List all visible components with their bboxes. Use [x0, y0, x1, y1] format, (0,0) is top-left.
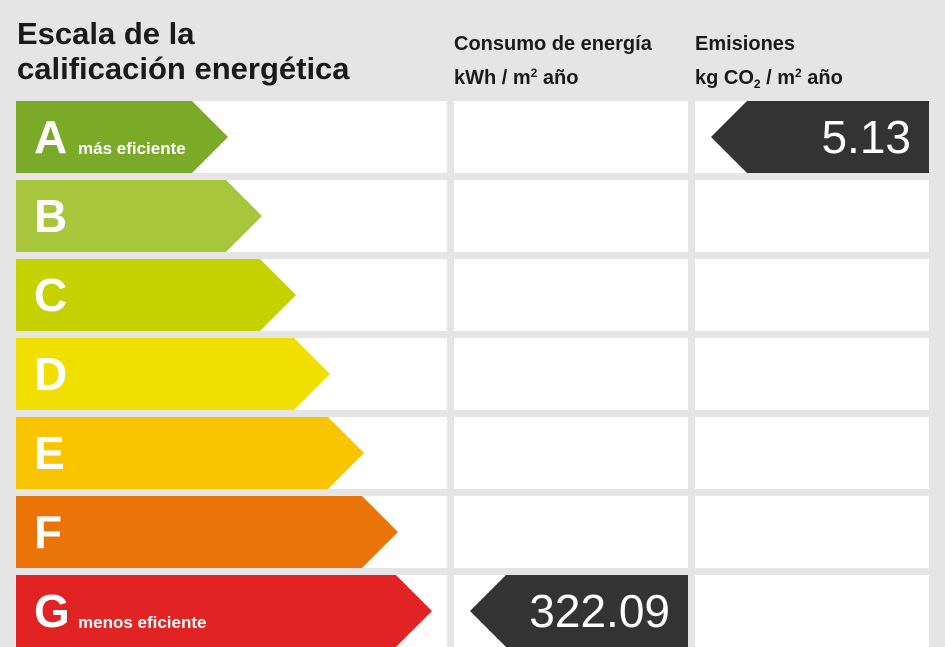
- emisiones-cell: [695, 338, 929, 410]
- title-line-1: Escala de la: [17, 16, 195, 51]
- title-line-2: calificación energética: [17, 51, 350, 86]
- rating-bar-b: B: [16, 180, 262, 252]
- emisiones-cell: [695, 575, 929, 647]
- consumo-cell: [454, 259, 688, 331]
- consumo-label: Consumo de energía: [454, 33, 652, 55]
- consumo-unit: kWh / m2 año: [454, 66, 579, 89]
- rating-letter: F: [34, 506, 63, 558]
- consumo-column-header: Consumo de energía kWh / m2 año: [454, 30, 652, 93]
- rating-letter: A: [34, 111, 68, 163]
- emisiones-column-header: Emisiones kg CO2 / m2 año: [695, 30, 843, 99]
- rating-bar-d: D: [16, 338, 330, 410]
- rating-label: menos eficiente: [78, 613, 207, 632]
- consumo-indicator-value: 322.09: [529, 585, 670, 637]
- rating-letter: D: [34, 348, 68, 400]
- emisiones-cell: [695, 180, 929, 252]
- consumo-cell: [454, 101, 688, 173]
- emisiones-cell: [695, 259, 929, 331]
- rating-letter: E: [34, 427, 65, 479]
- emisiones-indicator: 5.13: [711, 101, 929, 173]
- emisiones-cell: [695, 496, 929, 568]
- rating-bar-c: C: [16, 259, 296, 331]
- consumo-cell: [454, 338, 688, 410]
- emisiones-indicator-value: 5.13: [821, 111, 911, 163]
- consumo-indicator: 322.09: [470, 575, 688, 647]
- consumo-cell: [454, 417, 688, 489]
- rating-bar-e: E: [16, 417, 364, 489]
- emisiones-label: Emisiones: [695, 33, 796, 55]
- page-title: Escala de la calificación energética: [17, 16, 350, 86]
- rating-bar-f: F: [16, 496, 398, 568]
- rating-letter: G: [34, 585, 70, 637]
- rating-letter: C: [34, 269, 68, 321]
- consumo-cell: [454, 496, 688, 568]
- rating-label: más eficiente: [78, 139, 186, 158]
- emisiones-cell: [695, 417, 929, 489]
- consumo-cell: [454, 180, 688, 252]
- rating-letter: B: [34, 190, 68, 242]
- emisiones-unit: kg CO2 / m2 año: [695, 66, 843, 91]
